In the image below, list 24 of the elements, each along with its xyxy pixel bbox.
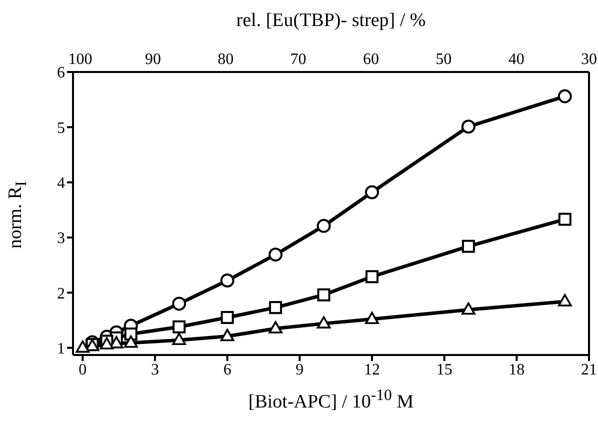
x2-axis-title: rel. [Eu(TBP)- strep] / % bbox=[235, 10, 427, 32]
x-tick-label: 15 bbox=[436, 361, 452, 378]
x2-tick-label: 100 bbox=[68, 51, 92, 68]
x2-tick-label: 40 bbox=[508, 51, 524, 68]
y-tick-label: 3 bbox=[57, 230, 65, 248]
x-tick-label: 6 bbox=[223, 361, 232, 378]
y-tick-label: 6 bbox=[57, 64, 65, 82]
x-tick-label: 18 bbox=[508, 361, 525, 378]
x2-tick-label: 30 bbox=[581, 51, 597, 68]
y-tick-label: 4 bbox=[57, 175, 65, 192]
y-tick-label: 2 bbox=[57, 285, 65, 302]
x2-tick-label: 80 bbox=[218, 51, 234, 68]
x2-tick-label: 90 bbox=[144, 51, 161, 68]
x2-tick-label: 50 bbox=[436, 51, 452, 68]
x-tick-label: 12 bbox=[364, 361, 380, 378]
x-axis-title: [Biot-APC] / 10$^{-10}$ M bbox=[247, 387, 415, 414]
x2-tick-label: 70 bbox=[290, 51, 306, 68]
y-tick-label: 5 bbox=[57, 120, 65, 137]
x-tick-label: 3 bbox=[150, 361, 159, 378]
x2-tick-label: 60 bbox=[362, 51, 379, 68]
y-tick-label: 1 bbox=[57, 340, 65, 358]
x-tick-label: 21 bbox=[581, 361, 597, 378]
x-tick-label: 9 bbox=[296, 361, 304, 378]
x-tick-label: 0 bbox=[78, 361, 87, 378]
